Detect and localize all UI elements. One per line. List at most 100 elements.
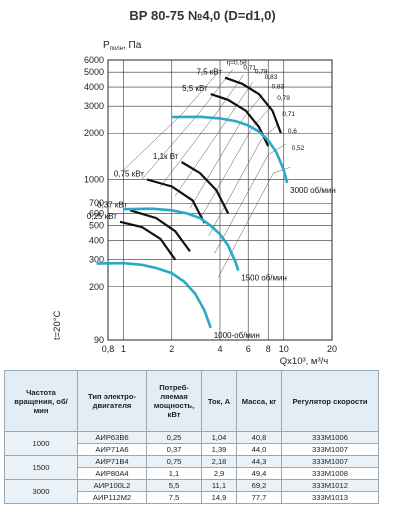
cell-current: 2,9 — [201, 467, 237, 480]
table-row: АИР71А6 0,37 1,39 44,0 333М1007 — [5, 443, 379, 456]
col-motor-type: Тип электро-двигателя — [77, 370, 147, 432]
cell-regulator: 333М1008 — [281, 467, 379, 480]
power-curve — [224, 76, 282, 134]
efficiency-line — [141, 69, 233, 180]
specs-table: Частота вращения, об/мин Тип электро-дви… — [4, 370, 379, 504]
cell-current: 11,1 — [201, 479, 237, 492]
x-tick-label: 20 — [327, 344, 337, 354]
efficiency-line — [189, 93, 263, 209]
col-frequency: Частота вращения, об/мин — [4, 370, 78, 432]
col-current: Ток, А — [201, 370, 237, 432]
efficiency-label: η=0,58 — [227, 60, 247, 67]
y-tick-label: 4000 — [84, 82, 104, 92]
cell-power: 1,1 — [146, 467, 202, 480]
efficiency-label: 0,71 — [243, 65, 256, 72]
table-header-row: Частота вращения, об/мин Тип электро-дви… — [4, 370, 379, 432]
cell-power: 0,37 — [146, 443, 202, 456]
cell-power: 7,5 — [146, 491, 202, 504]
cell-type: АИР71В4 — [77, 455, 147, 468]
y-tick-label: 600 — [89, 209, 104, 219]
y-tick-label: 2000 — [84, 128, 104, 138]
speed-curve-label: 1500 об/мин — [241, 274, 287, 283]
efficiency-line — [214, 143, 286, 254]
efficiency-label: 0,83 — [272, 84, 285, 91]
x-tick-label: 10 — [279, 344, 289, 354]
efficiency-label: 0,79 — [255, 69, 268, 76]
power-curve — [146, 178, 206, 224]
cell-type: АИР100L2 — [77, 479, 147, 492]
y-tick-label: 90 — [94, 335, 104, 345]
table-row: АИР80А4 1,1 2,9 49,4 333М1008 — [5, 467, 379, 480]
cell-regulator: 333М1006 — [281, 431, 379, 444]
efficiency-label: 0,83 — [265, 74, 278, 81]
power-curve — [129, 209, 191, 253]
table-row: 1000 АИР63В6 0,25 1,04 40,8 333М1006 — [4, 431, 379, 456]
speed-curve — [96, 261, 212, 329]
y-tick-label: 700 — [89, 198, 104, 208]
cell-mass: 49,4 — [236, 467, 282, 480]
y-tick-label: 300 — [89, 255, 104, 265]
table-row: АИР112М2 7,5 14,9 77,7 333М1013 — [5, 491, 379, 504]
power-curve-label: 0,25 кВт — [87, 212, 117, 221]
table-row: 1500 АИР71В4 0,75 2,18 44,3 333М1007 — [4, 455, 379, 480]
table-row: 3000 АИР100L2 5,5 11,1 69,2 333М1012 — [4, 479, 379, 504]
efficiency-label: 0,79 — [277, 95, 290, 102]
cell-mass: 44,3 — [236, 455, 282, 468]
speed-curve — [123, 207, 240, 272]
speed-curve-label: 3000 об/мин — [290, 186, 336, 195]
col-mass: Масса, кг — [236, 370, 282, 432]
y-tick-label: 500 — [89, 221, 104, 231]
y-tick-label: 6000 — [84, 55, 104, 65]
cell-regulator: 333М1013 — [281, 491, 379, 504]
efficiency-line — [123, 72, 219, 171]
power-curve-label: 5,5 кВт — [182, 84, 208, 93]
cell-mass: 77,7 — [236, 491, 282, 504]
cell-current: 1,04 — [201, 431, 237, 444]
cell-frequency: 1000 — [4, 431, 78, 456]
col-power: Потреб-ляемая мощность, кВт — [146, 370, 202, 432]
cell-mass: 40,8 — [236, 431, 282, 444]
power-curve — [180, 161, 230, 214]
efficiency-line — [217, 167, 291, 278]
cell-current: 1,39 — [201, 443, 237, 456]
temperature-label: t=20°C — [52, 310, 63, 340]
x-axis-label: Qх10³, м³/ч — [280, 356, 328, 367]
col-regulator: Регулятор скорости — [281, 370, 379, 432]
y-tick-label: 3000 — [84, 101, 104, 111]
power-curve-label: 0,75 кВт — [114, 169, 144, 178]
speed-curve — [171, 115, 289, 184]
chart-title: ВР 80-75 №4,0 (D=d1,0) — [129, 8, 276, 23]
cell-frequency: 3000 — [4, 479, 78, 504]
efficiency-label: 0,71 — [282, 111, 295, 118]
y-tick-label: 1000 — [84, 174, 104, 184]
efficiency-line — [199, 106, 272, 220]
cell-current: 14,9 — [201, 491, 237, 504]
cell-type: АИР63В6 — [77, 431, 147, 444]
y-tick-label: 400 — [89, 236, 104, 246]
efficiency-line — [160, 74, 244, 187]
efficiency-label: 0,52 — [292, 145, 305, 152]
y-axis-label: Pполн, Па — [103, 40, 142, 52]
efficiency-line — [208, 123, 279, 236]
y-tick-label: 5000 — [84, 67, 104, 77]
power-curve-label: 0,37 кВт — [97, 200, 127, 209]
cell-type: АИР112М2 — [77, 491, 147, 504]
cell-current: 2,18 — [201, 455, 237, 468]
cell-power: 0,75 — [146, 455, 202, 468]
power-curve — [119, 220, 177, 261]
cell-power: 5,5 — [146, 479, 202, 492]
power-curve-label: 1,1к Вт — [153, 152, 179, 161]
cell-mass: 44,0 — [236, 443, 282, 456]
x-tick-label: 4 — [217, 344, 222, 354]
x-tick-label: 0,8 — [102, 344, 115, 354]
speed-curve-label: 1000-об/мин — [214, 331, 260, 340]
cell-mass: 69,2 — [236, 479, 282, 492]
cell-type: АИР71А6 — [77, 443, 147, 456]
power-curve-label: 7,5 кВт — [196, 68, 222, 77]
cell-regulator: 333М1012 — [281, 479, 379, 492]
efficiency-label: 0,6 — [288, 128, 297, 135]
x-tick-label: 1 — [121, 344, 126, 354]
x-tick-label: 6 — [246, 344, 251, 354]
cell-frequency: 1500 — [4, 455, 78, 480]
